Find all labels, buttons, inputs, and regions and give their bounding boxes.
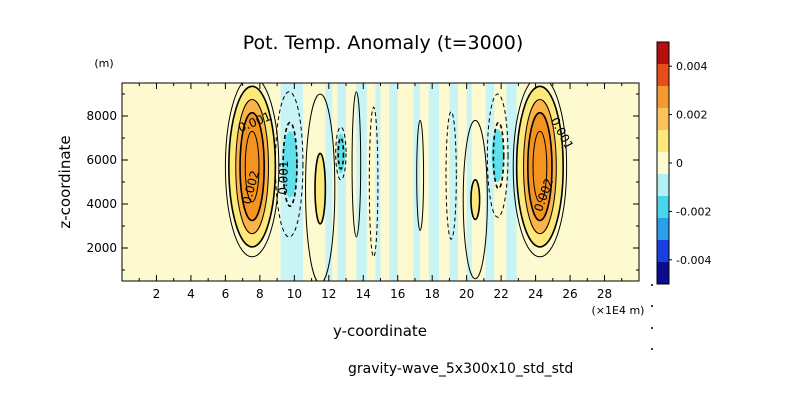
warm-cell-shading [315,153,326,224]
shading-band [485,83,495,281]
x-tick-label: 2 [153,287,161,301]
contour-negative [337,137,345,170]
contour-positive [351,91,362,238]
y-axis-unit: (m) [94,57,113,70]
shading-band [337,83,347,281]
shading-band [506,83,517,281]
x-tick-label: 6 [222,287,230,301]
contour-positive [244,130,260,203]
x-tick-label: 22 [493,287,508,301]
colorbar-tick-label: 0.002 [676,109,708,122]
colorbar-segment [657,64,669,86]
x-tick-label: 8 [256,287,264,301]
contour-positive [515,85,564,248]
shading-band [356,83,367,281]
colorbar-segment [657,240,669,262]
x-tick-label: 20 [459,287,474,301]
contour-negative [282,121,298,207]
x-tick-label: 12 [321,287,336,301]
contour-positive [527,111,553,222]
cold-core-shading [491,129,504,183]
shading-band [466,83,472,281]
shading-layer [228,83,564,281]
y-axis: 2000 4000 6000 8000 [86,93,639,271]
x-tick-label: 18 [425,287,440,301]
x-axis-unit: (×1E4 m) [592,304,645,317]
contour-positive [532,130,548,203]
x-tick-label: 4 [187,287,195,301]
x-axis: 2 4 6 8 10 12 14 16 18 20 22 24 26 28 [138,83,623,301]
x-tick-label: 26 [562,287,577,301]
colorbar-segment [657,152,669,174]
contour-positive [239,111,265,222]
contour-negative [492,121,505,190]
colorbar-segment [657,262,669,284]
contour-positive [416,119,425,231]
contour-positive [462,119,488,280]
chart-title: Pot. Temp. Anomaly (t=3000) [243,32,524,54]
colorbar-segment [657,130,669,152]
colorbar-tick-label: -0.004 [676,254,711,267]
x-tick-label: 14 [356,287,371,301]
y-axis-label: z-coordinate [56,135,74,228]
footer-text: gravity-wave_5x300x10_std_std [348,361,573,377]
shading-band [428,83,440,281]
colorbar-segment [657,196,669,218]
contour-positive [470,179,481,221]
x-tick-label: 10 [287,287,302,301]
shading-band [389,83,398,281]
y-tick-label: 4000 [86,197,117,211]
contour-negative [486,93,509,218]
contour-positive [523,99,557,235]
y-tick-label: 2000 [86,241,117,255]
cold-core-shading [282,131,298,198]
contour-negative [445,111,457,240]
colorbar: 0.004 0.002 0 -0.002 -0.004 [656,41,711,285]
warm-cell-shading [470,179,480,220]
x-tick-label: 28 [597,287,612,301]
contour-negative [368,106,379,258]
contour-positive [314,152,327,225]
contour-positive [305,93,336,281]
colorbar-segment [657,42,669,64]
warm-lobe-shading [240,112,265,221]
x-tick-label: 16 [390,287,405,301]
contour-label: 0.001 [276,160,291,195]
contour-positive [224,83,280,258]
contour-negative [335,126,347,181]
contour-layer [224,83,568,281]
colorbar-segment [657,86,669,108]
x-tick-label: 24 [528,287,543,301]
colorbar-tick-label: 0.004 [676,60,708,73]
contour-positive [235,99,269,235]
shading-band [449,83,459,281]
shading-band [325,83,333,281]
separator-dots [651,284,653,350]
x-axis-label: y-coordinate [333,322,427,340]
y-tick-label: 8000 [86,109,117,123]
colorbar-segment [657,218,669,240]
colorbar-tick-label: -0.002 [676,205,711,218]
contour-positive [512,83,568,258]
colorbar-segment [657,108,669,130]
y-tick-label: 6000 [86,153,117,167]
contour-negative [274,91,304,238]
warm-lobe-shading [527,112,552,221]
colorbar-tick-label: 0 [676,157,683,170]
colorbar-segment [657,174,669,196]
